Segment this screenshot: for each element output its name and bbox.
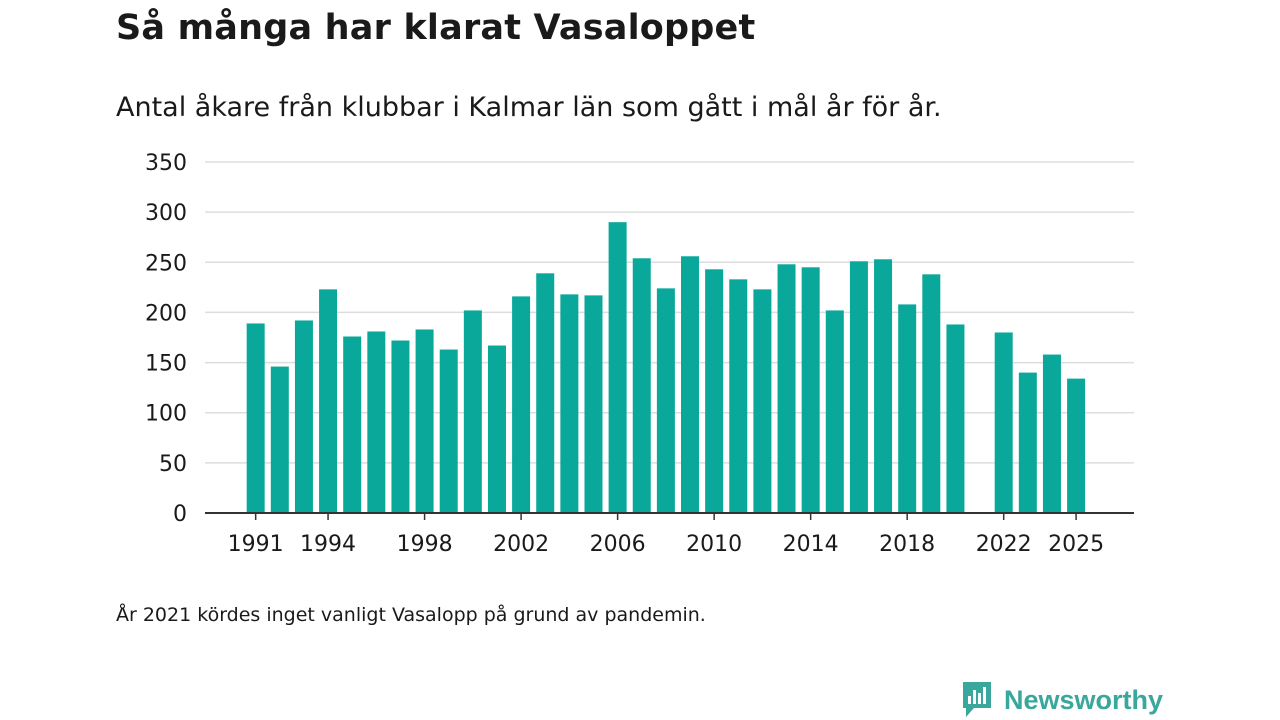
bar	[463, 310, 482, 513]
x-tick-label: 2014	[783, 532, 839, 557]
bar	[1042, 354, 1061, 513]
brand-logo: Newsworthy	[960, 680, 1163, 720]
bar	[946, 324, 965, 513]
bar	[777, 264, 796, 513]
bar	[367, 331, 386, 513]
bar	[415, 329, 434, 513]
x-tick-label: 2002	[493, 532, 549, 557]
y-tick-label: 250	[145, 251, 187, 276]
bar	[994, 332, 1013, 513]
x-tick-label: 1994	[300, 532, 356, 557]
x-tick-label: 2022	[976, 532, 1032, 557]
chart-subtitle: Antal åkare från klubbar i Kalmar län so…	[116, 92, 942, 123]
y-tick-label: 200	[145, 301, 187, 326]
bar	[632, 258, 651, 513]
x-tick-label: 1998	[397, 532, 453, 557]
y-tick-label: 350	[145, 151, 187, 176]
bar	[1018, 372, 1037, 513]
bar	[656, 288, 675, 513]
bar	[343, 336, 362, 513]
bar	[439, 349, 458, 513]
bar	[681, 256, 700, 513]
bar	[825, 310, 844, 513]
bar	[922, 274, 941, 513]
bar	[536, 273, 555, 513]
y-tick-label: 100	[145, 402, 187, 427]
bar	[874, 259, 893, 513]
newsworthy-logo-icon	[963, 682, 991, 717]
x-tick-label: 2018	[879, 532, 935, 557]
bar	[487, 345, 506, 513]
x-tick-label: 1991	[228, 532, 284, 557]
bar-chart: 0 50 100 150 200 250 300 350 1991 1994 1998 2002 200…	[145, 151, 1134, 557]
bar	[294, 320, 313, 513]
chart-title: Så många har klarat Vasaloppet	[116, 8, 756, 48]
chart-footnote: År 2021 kördes inget vanligt Vasalopp på…	[116, 604, 706, 626]
y-tick-label: 0	[173, 502, 187, 527]
bar	[729, 279, 748, 513]
y-tick-label: 50	[159, 452, 187, 477]
bar	[584, 295, 603, 513]
x-tick-label: 2025	[1048, 532, 1104, 557]
y-tick-label: 150	[145, 352, 187, 377]
x-tick-label: 2010	[686, 532, 742, 557]
bar	[705, 269, 724, 513]
bar	[391, 340, 410, 513]
x-tick-label: 2006	[590, 532, 646, 557]
bar	[801, 267, 820, 513]
bar	[849, 261, 868, 513]
bar	[753, 289, 772, 513]
bar	[898, 304, 917, 513]
y-tick-label: 300	[145, 201, 187, 226]
bar	[319, 289, 338, 513]
bar	[1067, 378, 1086, 513]
bar	[270, 366, 289, 513]
bar	[560, 294, 579, 513]
bar	[246, 323, 265, 513]
bar	[512, 296, 531, 513]
bar	[608, 222, 627, 513]
brand-name: Newsworthy	[1004, 684, 1164, 715]
